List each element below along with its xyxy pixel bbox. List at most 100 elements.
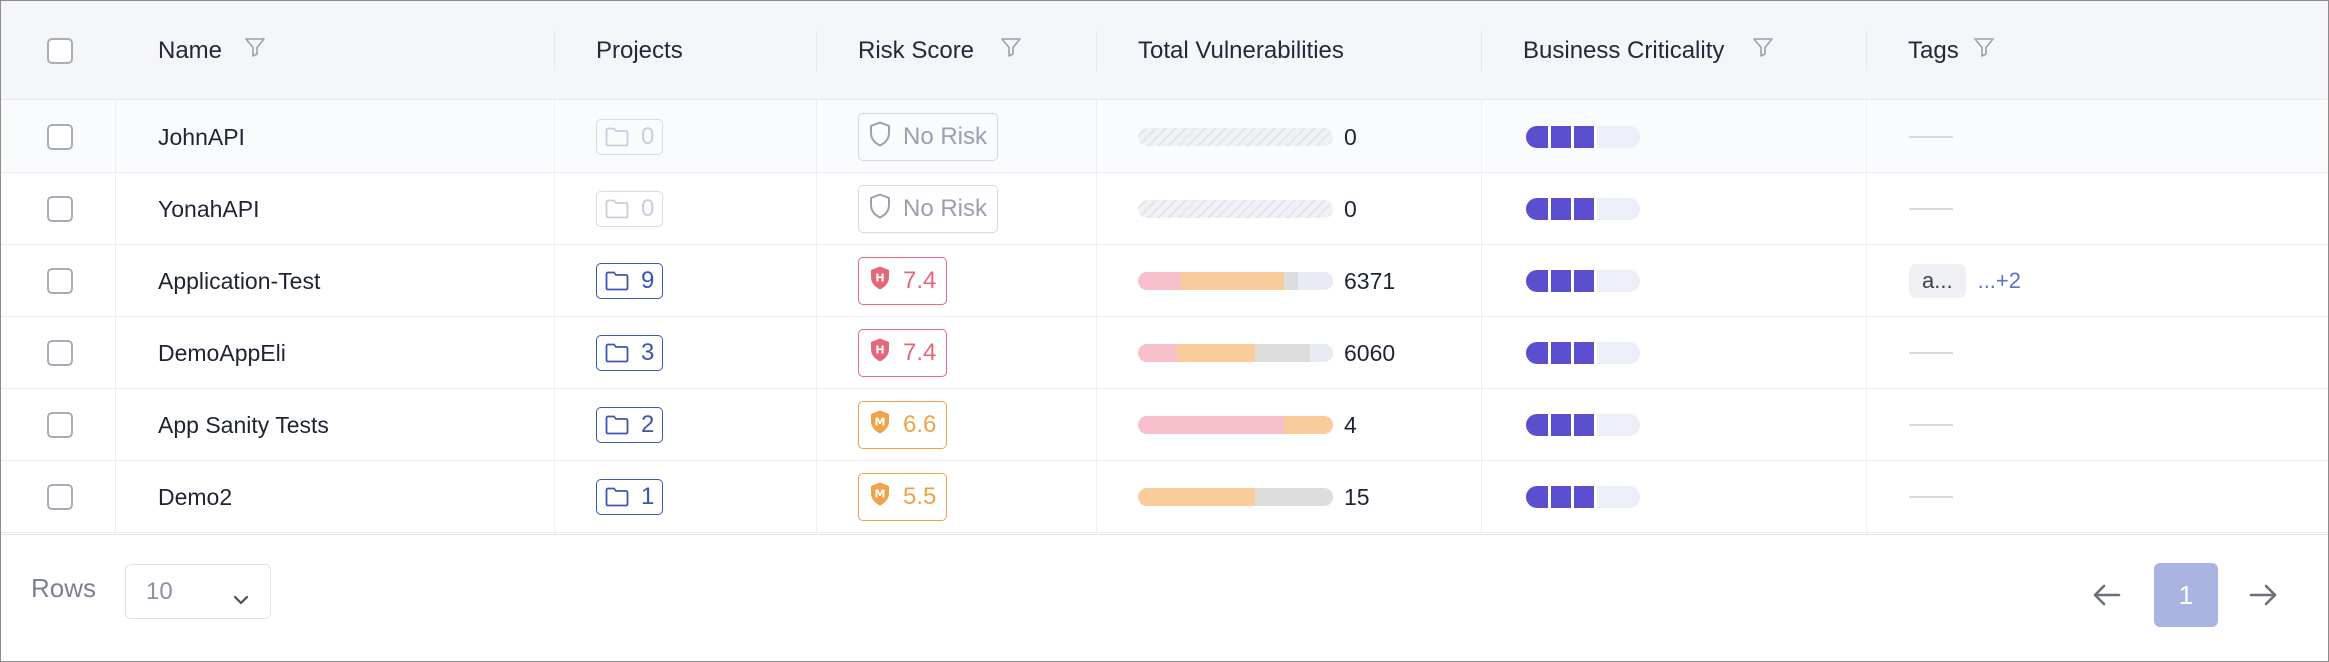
vulnerability-bar [1138,128,1333,146]
risk-score-badge[interactable]: No Risk [858,113,999,161]
header-name[interactable]: Name [158,1,266,100]
table-row[interactable]: App Sanity Tests 2 M 6.6 4 [1,389,2328,461]
risk-score-badge[interactable]: H 7.4 [858,329,948,377]
row-checkbox[interactable] [47,340,73,366]
application-name[interactable]: YonahAPI [158,195,260,222]
application-name[interactable]: Demo2 [158,483,233,510]
application-name[interactable]: DemoAppEli [158,339,286,366]
criticality-segment [1574,414,1594,436]
criticality-divider [1548,198,1551,220]
select-all-cell [47,1,73,100]
header-tags[interactable]: Tags [1908,1,1995,100]
risk-score-badge[interactable]: No Risk [858,185,999,233]
header-business-criticality-label: Business Criticality [1523,36,1725,64]
projects-badge[interactable]: 0 [596,119,664,155]
filter-icon[interactable] [1752,36,1774,65]
vulnerability-bar [1138,272,1333,290]
vulnerability-segment [1284,272,1298,290]
vulnerability-segment [1180,272,1285,290]
column-line [115,100,116,534]
name-cell[interactable]: Application-Test [158,245,320,317]
tags-more-link[interactable]: ...+2 [1977,268,2021,293]
tag-chip[interactable]: a... [1909,264,1966,298]
vulnerability-bar [1138,416,1333,434]
filter-icon[interactable] [244,36,266,65]
row-checkbox[interactable] [47,124,73,150]
projects-badge[interactable]: 9 [596,263,664,299]
table-row[interactable]: DemoAppEli 3 H 7.4 6060 [1,317,2328,389]
header-total-vulnerabilities-label: Total Vulnerabilities [1138,36,1344,64]
criticality-segment [1597,486,1617,508]
application-name[interactable]: Application-Test [158,267,321,294]
column-line [1866,100,1867,534]
projects-count: 1 [641,483,655,510]
application-name[interactable]: JohnAPI [158,123,245,150]
table-row[interactable]: YonahAPI 0 No Risk 0 [1,173,2328,245]
name-cell[interactable]: DemoAppEli [158,317,286,389]
projects-cell: 1 [596,461,664,533]
name-cell[interactable]: App Sanity Tests [158,389,329,461]
criticality-segment [1551,486,1571,508]
vulnerability-bar [1138,200,1333,218]
application-name[interactable]: App Sanity Tests [158,411,329,438]
header-projects[interactable]: Projects [596,1,683,100]
risk-score-cell: H 7.4 [858,245,948,317]
row-checkbox[interactable] [47,412,73,438]
name-cell[interactable]: YonahAPI [158,173,259,245]
row-checkbox[interactable] [47,196,73,222]
tags-cell [1909,389,1953,461]
filter-icon[interactable] [1000,36,1022,65]
criticality-divider [1571,270,1574,292]
header-business-criticality[interactable]: Business Criticality [1523,1,1774,100]
name-cell[interactable]: JohnAPI [158,101,245,173]
risk-score-badge[interactable]: M 6.6 [858,401,948,449]
risk-score-badge[interactable]: H 7.4 [858,257,948,305]
criticality-segment [1620,198,1640,220]
arrow-left-icon[interactable] [2091,579,2123,616]
row-select-cell [47,389,73,461]
risk-score-badge[interactable]: M 5.5 [858,473,948,521]
table-header: Name Projects Risk Score Total Vulnerabi… [1,1,2328,100]
criticality-segment [1551,414,1571,436]
arrow-right-icon[interactable] [2247,579,2279,616]
risk-score-cell: H 7.4 [858,317,948,389]
projects-badge[interactable]: 2 [596,407,664,443]
header-risk-score[interactable]: Risk Score [858,1,1022,100]
table-row[interactable]: JohnAPI 0 No Risk 0 [1,101,2328,173]
folder-icon [605,415,629,435]
empty-dash [1909,496,1953,498]
table-row[interactable]: Application-Test 9 H 7.4 6371 a... ...+2 [1,245,2328,317]
table-row[interactable]: Demo2 1 M 5.5 15 [1,461,2328,533]
vulnerability-segment [1138,344,1177,362]
filter-icon[interactable] [1973,36,1995,65]
criticality-divider [1594,414,1597,436]
row-checkbox[interactable] [47,268,73,294]
empty-dash [1909,424,1953,426]
criticality-segment [1597,270,1617,292]
row-checkbox[interactable] [47,484,73,510]
criticality-divider [1548,126,1551,148]
projects-cell: 3 [596,317,664,389]
select-all-checkbox[interactable] [47,37,73,64]
page-button-current[interactable]: 1 [2154,563,2218,627]
projects-badge[interactable]: 3 [596,335,664,371]
business-criticality-cell [1526,173,1640,245]
svg-text:H: H [875,343,884,356]
criticality-meter [1526,270,1640,292]
criticality-divider [1617,198,1620,220]
header-total-vulnerabilities[interactable]: Total Vulnerabilities [1138,1,1344,100]
projects-count: 0 [641,195,655,222]
name-cell[interactable]: Demo2 [158,461,232,533]
projects-count: 0 [641,123,655,150]
criticality-segment [1526,198,1548,220]
criticality-segment [1574,486,1594,508]
criticality-segment [1574,198,1594,220]
criticality-divider [1617,486,1620,508]
tags-cell [1909,101,1953,173]
rows-per-page-select[interactable]: 10 [125,564,271,619]
svg-text:H: H [875,271,884,284]
projects-badge[interactable]: 0 [596,191,664,227]
criticality-segment [1574,270,1594,292]
column-divider [1866,31,1867,71]
projects-badge[interactable]: 1 [596,479,664,515]
